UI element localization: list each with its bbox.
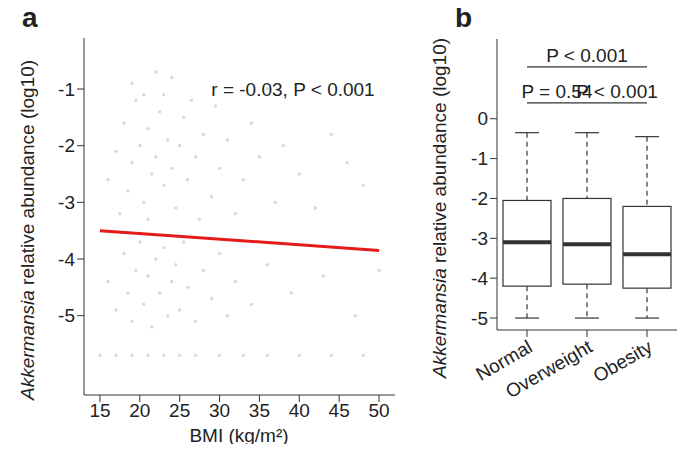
html-text:a: a — [22, 2, 38, 33]
svg-text:P < 0.001: P < 0.001 — [576, 81, 658, 102]
svg-text:-1: -1 — [471, 148, 488, 169]
svg-text:Normal: Normal — [472, 336, 536, 385]
svg-text:20: 20 — [129, 400, 150, 421]
html-text:BMI (kg/m²): BMI (kg/m²) — [189, 425, 289, 446]
html-text:Akkermansia: Akkermansia — [429, 268, 450, 378]
svg-text:-1: -1 — [58, 79, 75, 100]
svg-text:-5: -5 — [471, 308, 488, 329]
svg-text:30: 30 — [209, 400, 230, 421]
html-text:relative abundance (log10): relative abundance (log10) — [17, 60, 38, 291]
svg-text:-5: -5 — [58, 305, 75, 326]
svg-text:-2: -2 — [58, 135, 75, 156]
html-text:b: b — [455, 2, 473, 33]
svg-text:-4: -4 — [58, 249, 75, 270]
html-text:Akkermansia: Akkermansia — [17, 290, 38, 400]
svg-text:Obesity: Obesity — [589, 336, 656, 387]
svg-text:P < 0.001: P < 0.001 — [546, 45, 628, 66]
svg-text:-2: -2 — [471, 188, 488, 209]
svg-text:15: 15 — [89, 400, 110, 421]
svg-text:35: 35 — [249, 400, 270, 421]
svg-text:50: 50 — [368, 400, 389, 421]
html-text:r = -0.03, P < 0.001: r = -0.03, P < 0.001 — [211, 79, 375, 100]
svg-text:-4: -4 — [471, 268, 488, 289]
svg-text:0: 0 — [477, 108, 488, 129]
svg-text:P = 0.54: P = 0.54 — [521, 80, 593, 102]
svg-text:Overweight: Overweight — [502, 336, 596, 403]
svg-text:40: 40 — [289, 400, 310, 421]
html-text:relative abundance (log10): relative abundance (log10) — [429, 38, 450, 269]
svg-text:45: 45 — [329, 400, 350, 421]
svg-text:-3: -3 — [58, 192, 75, 213]
svg-text:25: 25 — [169, 400, 190, 421]
svg-text:-3: -3 — [471, 228, 488, 249]
